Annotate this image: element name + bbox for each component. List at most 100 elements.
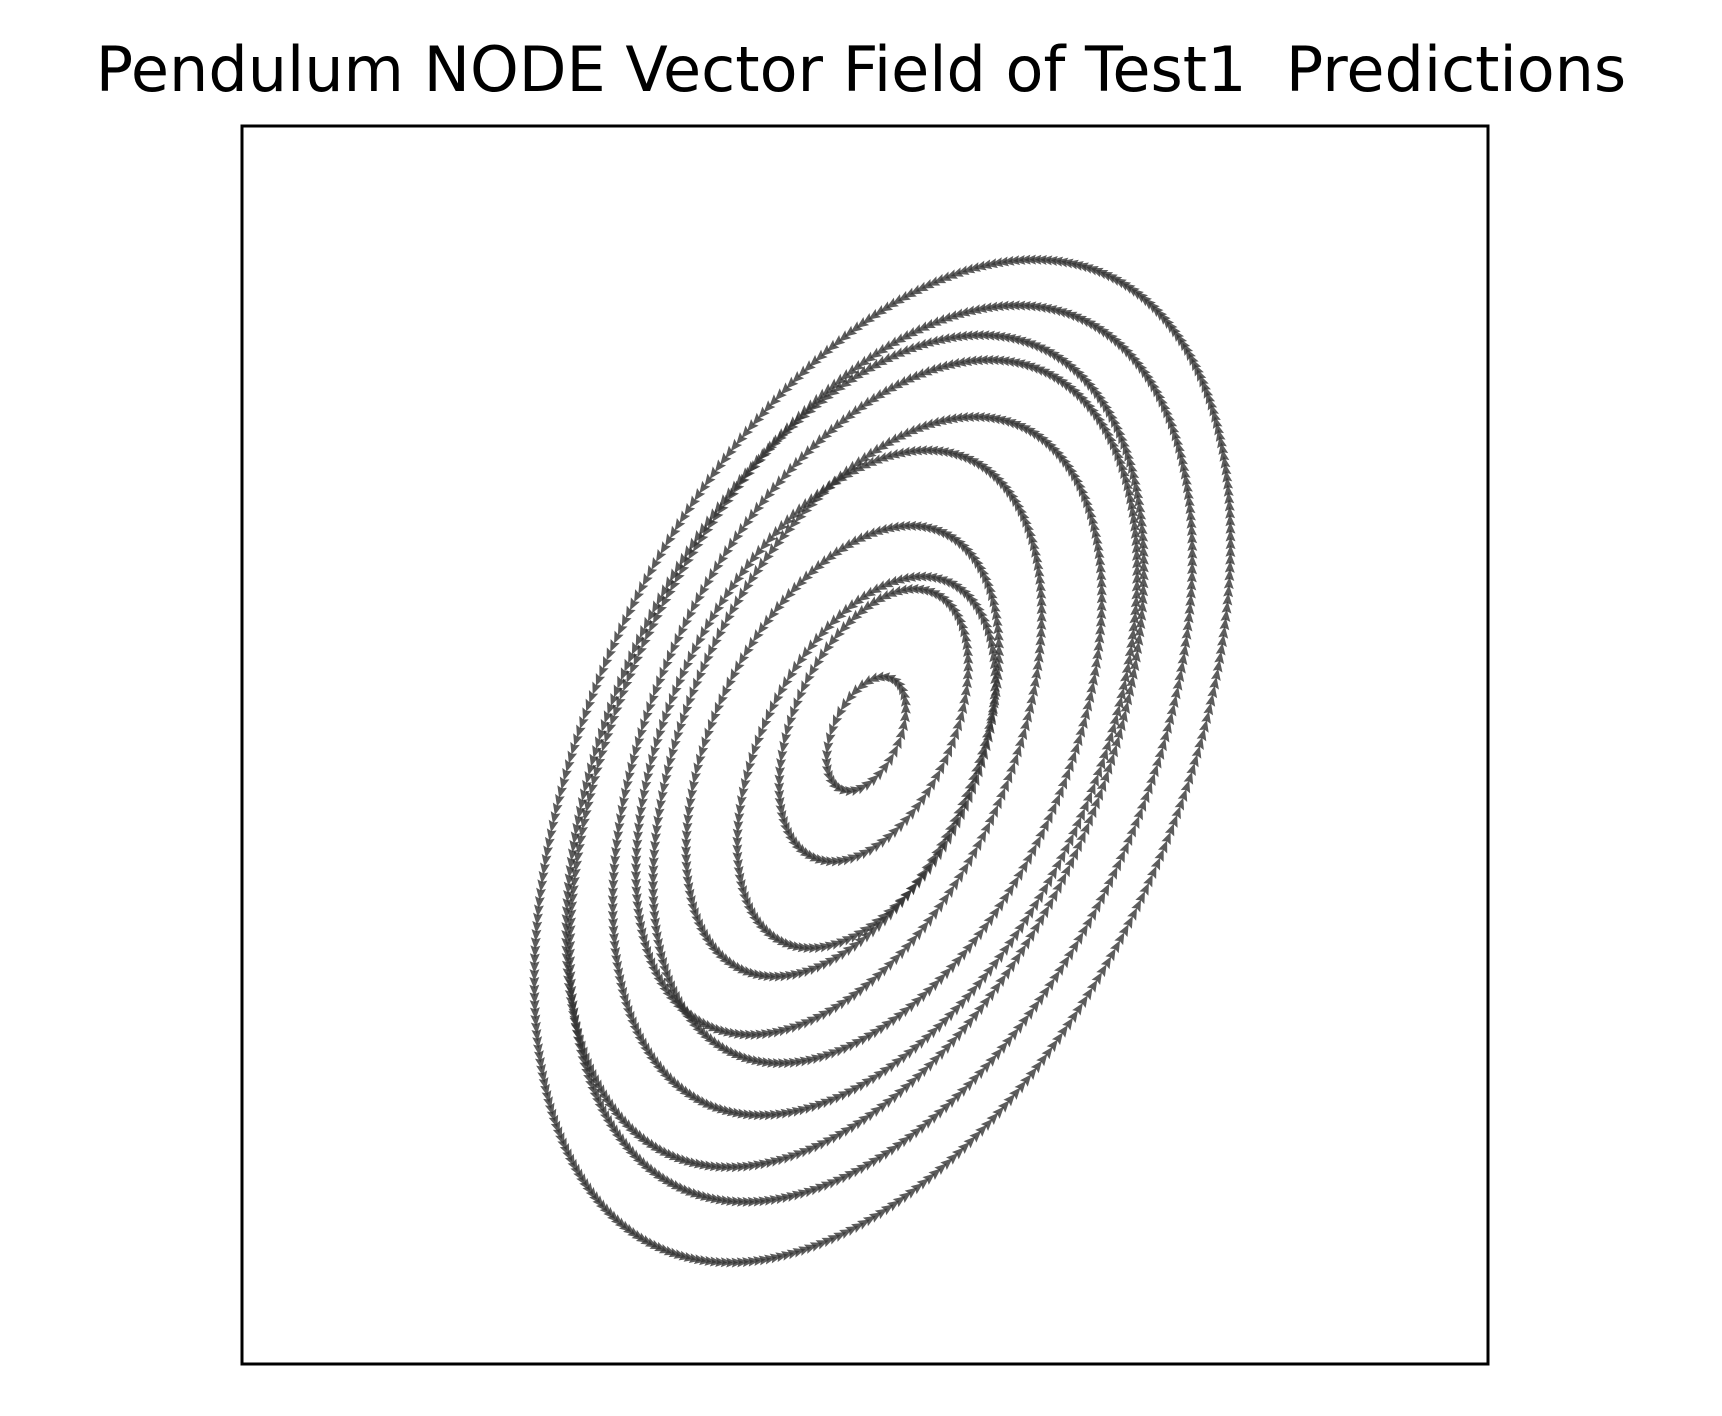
- vector-arrow-1260: [1079, 799, 1089, 813]
- vector-arrow-627: [838, 1173, 852, 1184]
- vector-arrow-29: [1225, 514, 1236, 527]
- vector-arrow-297: [856, 1219, 870, 1230]
- vector-arrow-2150: [878, 760, 890, 774]
- vector-arrow-1615: [639, 788, 650, 802]
- vector-arrow-1887: [989, 687, 1000, 701]
- vector-arrow-348: [1131, 899, 1142, 913]
- vector-arrow-1770: [824, 550, 837, 562]
- vector-arrow-658: [1018, 1014, 1030, 1027]
- vector-arrow-1508: [1026, 692, 1037, 706]
- vector-arrow-1846: [813, 963, 826, 973]
- vector-arrow-1374: [711, 635, 722, 649]
- vector-arrow-1582: [770, 525, 783, 538]
- vector-arrow-821: [669, 568, 681, 582]
- vector-arrow-1154: [608, 925, 619, 938]
- vector-arrow-13: [1215, 642, 1226, 656]
- vector-arrow-1124: [656, 675, 666, 689]
- vector-arrow-1147: [608, 871, 619, 884]
- vector-arrow-1677: [830, 1002, 843, 1014]
- vector-arrow-303: [892, 1196, 906, 1208]
- vector-arrow-1584: [759, 538, 772, 551]
- vector-arrow-1282: [1095, 614, 1106, 628]
- vector-arrow-24: [1225, 552, 1236, 565]
- vector-arrow-2069: [775, 766, 786, 779]
- vector-arrow-1498: [1057, 776, 1068, 790]
- vector-arrow-1951: [737, 795, 747, 808]
- vector-arrow-974: [1038, 905, 1050, 919]
- vector-arrow-119: [868, 308, 882, 320]
- vector-arrow-1664: [755, 1029, 768, 1040]
- vector-arrow-324: [1014, 1080, 1027, 1094]
- vector-arrow-976: [1047, 889, 1058, 903]
- vector-arrow-114: [897, 290, 911, 302]
- vector-arrow-87: [1050, 256, 1064, 267]
- vector-arrow-6: [1203, 702, 1214, 716]
- vector-arrow-274: [726, 1257, 739, 1268]
- vector-arrow-607: [726, 1195, 739, 1206]
- vector-arrow-1090: [819, 428, 833, 441]
- vector-arrow-1713: [1009, 753, 1019, 767]
- vector-arrow-1004: [1126, 636, 1137, 650]
- vector-arrow-870: [563, 974, 574, 987]
- vector-arrow-1946: [748, 751, 758, 765]
- vector-arrow-209: [529, 976, 540, 989]
- vector-arrow-2057: [809, 663, 820, 677]
- vector-arrow-656: [1007, 1028, 1019, 1041]
- vector-arrow-948: [899, 1081, 913, 1094]
- vector-arrow-854: [567, 848, 578, 861]
- vector-arrow-372: [1170, 686, 1181, 700]
- vector-arrow-1121: [666, 649, 677, 663]
- vector-arrow-2137: [821, 757, 832, 770]
- vector-arrow-1108: [722, 544, 734, 558]
- vector-arrow-845: [584, 770, 595, 784]
- vector-arrow-1228: [920, 1031, 933, 1044]
- vector-arrow-955: [940, 1041, 953, 1054]
- vector-arrow-1246: [1019, 913, 1030, 927]
- vector-arrow-390: [1187, 539, 1198, 552]
- vector-arrow-1704: [976, 829, 987, 843]
- vector-arrow-162: [638, 581, 649, 594]
- vector-arrow-1882: [982, 729, 993, 743]
- vector-arrow-938: [840, 1126, 854, 1137]
- vector-arrow-1258: [1071, 816, 1082, 830]
- vector-arrow-1922: [863, 586, 877, 598]
- vector-arrow-149: [699, 480, 711, 494]
- vector-arrow-1217: [855, 1081, 869, 1092]
- vector-arrow-1463: [881, 1019, 894, 1031]
- vector-arrow-698: [1124, 683, 1135, 697]
- vector-arrow-1990: [859, 925, 873, 937]
- vector-arrow-916: [715, 1161, 728, 1172]
- vector-arrow-708: [1137, 600, 1148, 613]
- vector-arrow-275: [731, 1257, 744, 1268]
- vector-arrow-375: [1175, 660, 1186, 674]
- vector-arrow-1847: [818, 960, 832, 970]
- vector-arrow-1618: [635, 813, 646, 827]
- vector-arrow-1521: [1036, 586, 1047, 600]
- vector-arrow-309: [928, 1168, 941, 1181]
- vector-arrow-184: [562, 767, 572, 781]
- vector-arrow-386: [1186, 570, 1197, 583]
- vector-arrow-2039: [906, 583, 919, 594]
- vector-arrow-135: [774, 388, 787, 401]
- vector-arrow-1107: [727, 537, 739, 551]
- vector-arrow-1692: [917, 921, 929, 934]
- vector-arrow-1775: [795, 575, 808, 588]
- vector-arrow-136: [769, 394, 782, 407]
- vector-arrow-1577: [799, 498, 812, 510]
- vector-arrow-1626: [631, 878, 641, 891]
- vector-arrow-2096: [870, 841, 884, 853]
- vector-arrow-2003: [932, 847, 944, 861]
- vector-arrow-332: [1057, 1025, 1069, 1038]
- vector-arrow-1473: [939, 967, 952, 980]
- vector-arrow-1944: [754, 734, 765, 748]
- vector-arrow-2049: [850, 609, 863, 622]
- vector-arrow-502: [697, 531, 709, 545]
- vector-arrow-1930: [817, 626, 830, 639]
- vector-arrow-525: [606, 721, 617, 735]
- vector-arrow-1579: [787, 508, 801, 521]
- vector-arrow-1363: [762, 550, 774, 563]
- vector-arrow-1407: [649, 910, 660, 923]
- vector-arrow-1699: [953, 869, 965, 883]
- vector-arrow-155: [669, 525, 681, 539]
- vector-arrow-840: [597, 727, 608, 741]
